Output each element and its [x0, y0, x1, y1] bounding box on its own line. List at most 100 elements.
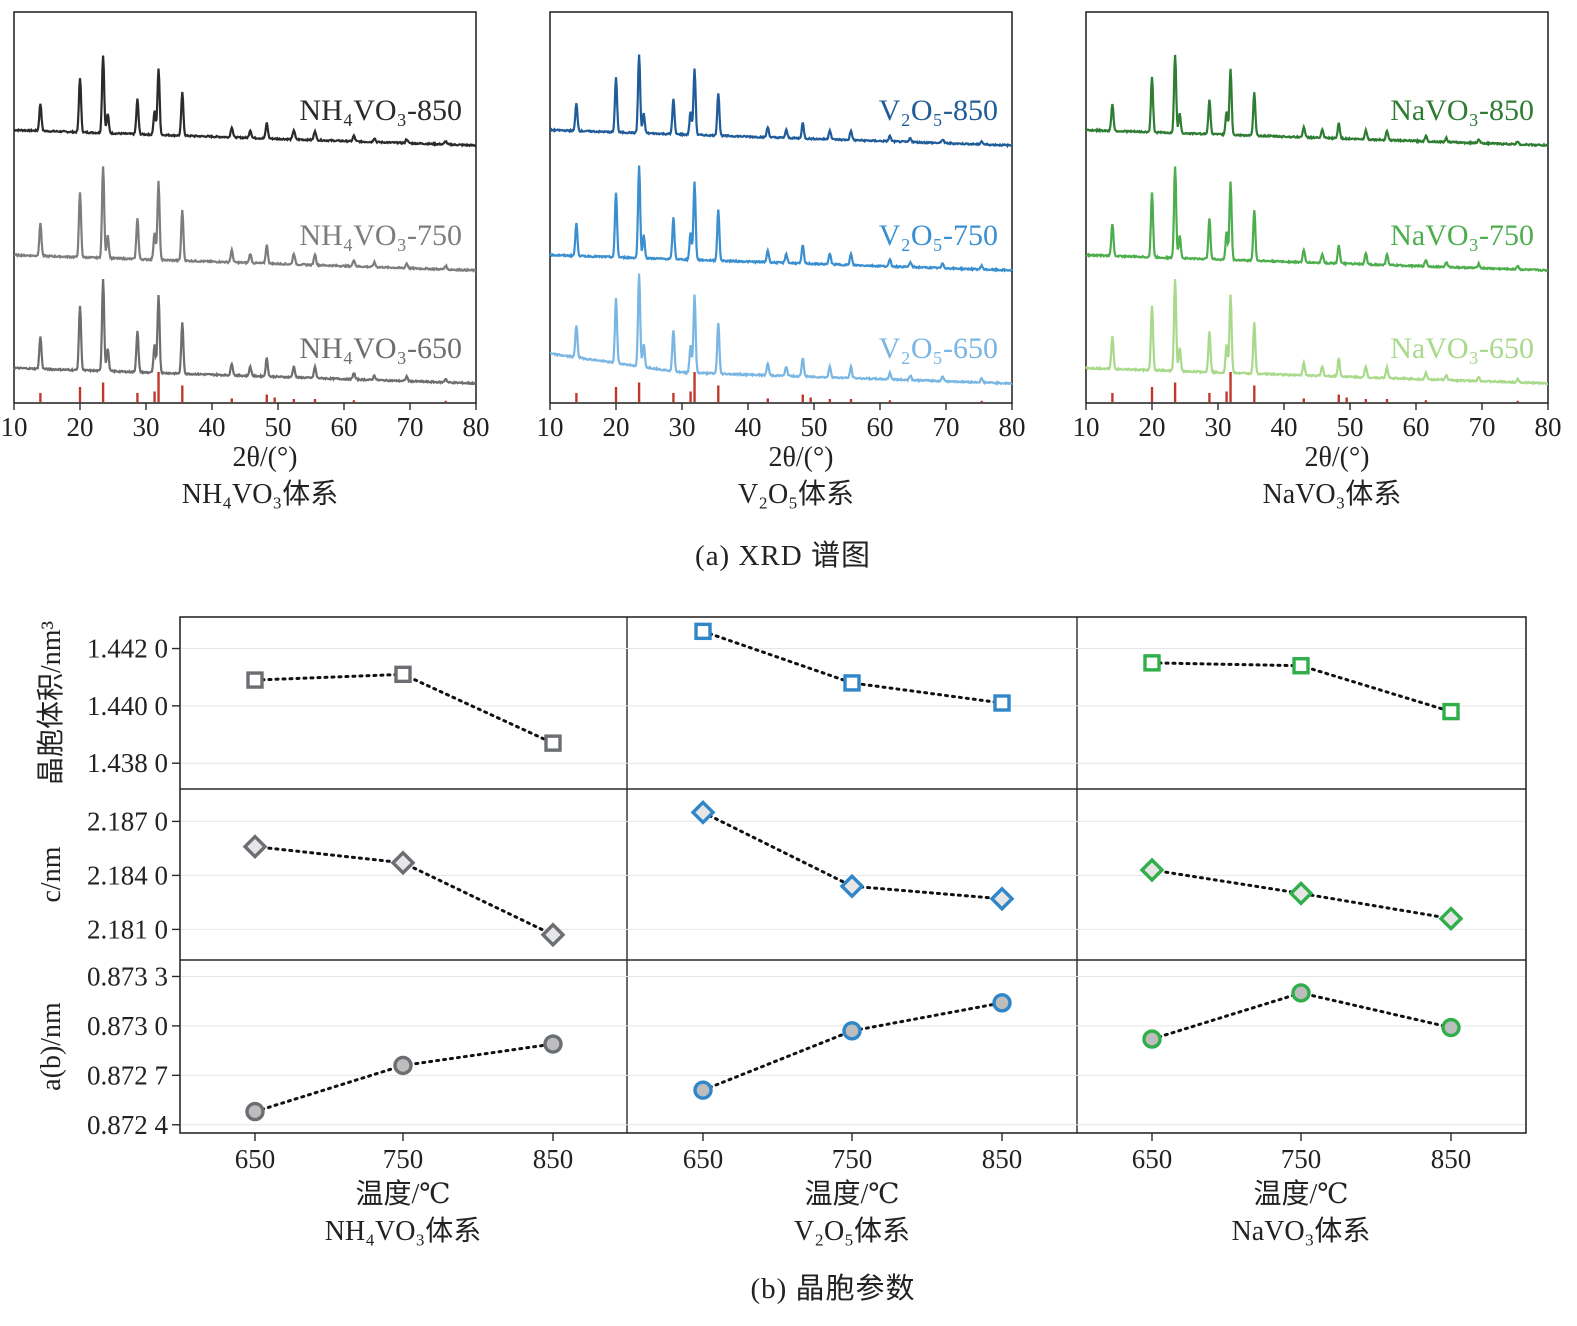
cell-trend-line: [701, 1001, 1004, 1092]
xrd-spectrum-line: [13, 55, 477, 148]
xrd-spectrum-line: [13, 279, 477, 386]
xrd-system-label: NaVO₃体系: [1263, 478, 1402, 510]
cell-marker-square: [394, 665, 412, 684]
xrd-x-tick-label: 50: [265, 412, 292, 442]
cell-x-axis-label: 温度/℃: [804, 1178, 899, 1210]
cell-marker-circle: [1441, 1017, 1461, 1038]
xrd-x-axis-label: 2θ/(°): [768, 442, 833, 473]
cell-x-tick-label: 850: [1431, 1144, 1472, 1174]
xrd-x-tick-label: 60: [867, 412, 894, 442]
cell-marker-diamond: [242, 834, 268, 860]
xrd-x-tick-label: 40: [1271, 412, 1298, 442]
cell-y-tick-label: 1.442 0: [87, 634, 168, 664]
cell-x-tick-label: 850: [533, 1144, 574, 1174]
cell-marker-circle: [1142, 1029, 1162, 1049]
cell-marker-square: [1442, 702, 1460, 721]
cell-marker-diamond: [690, 799, 716, 825]
xrd-x-tick-label: 50: [801, 412, 828, 442]
cell-y-tick-label: 1.438 0: [87, 748, 168, 778]
xrd-spectrum-line: [1085, 279, 1549, 386]
cell-y-axis-label: 晶胞体积/nm³: [35, 621, 67, 785]
cell-marker-circle: [393, 1055, 413, 1076]
caption-b: (b) 晶胞参数: [750, 1272, 915, 1305]
xrd-spectrum-line: [1085, 166, 1549, 273]
xrd-x-tick-label: 80: [463, 412, 490, 442]
cell-marker-diamond: [839, 873, 865, 899]
cell-marker-diamond: [1438, 906, 1464, 932]
xrd-series-label: NaVO₃-650: [1390, 332, 1534, 365]
cell-system-label: V₂O₅体系: [794, 1215, 910, 1247]
cell-marker-square: [843, 674, 861, 692]
cell-system-label: NaVO₃体系: [1232, 1215, 1371, 1247]
cell-marker-square: [694, 622, 712, 641]
xrd-x-tick-label: 80: [999, 412, 1026, 442]
cell-x-tick-label: 650: [235, 1144, 276, 1174]
xrd-x-tick-label: 70: [397, 412, 424, 442]
cell-x-tick-label: 750: [1281, 1144, 1322, 1174]
cell-y-tick-label: 2.181 0: [87, 914, 168, 944]
xrd-series-label: V₂O₅-650: [879, 332, 998, 365]
cell-y-axis-label: a(b)/nm: [36, 1002, 67, 1091]
cell-marker-square: [1292, 657, 1310, 675]
cell-marker-square: [1143, 654, 1161, 672]
cell-trend-line: [1150, 868, 1453, 921]
cell-x-axis-label: 温度/℃: [1253, 1178, 1348, 1210]
xrd-x-tick-label: 60: [1403, 412, 1430, 442]
cell-system-label: NH₄VO₃体系: [325, 1215, 481, 1247]
cell-marker-circle: [693, 1080, 713, 1100]
xrd-panels: NH₄VO₃-850 NH₄VO₃-750 NH₄VO₃-650 10 20 30 40 50…: [1, 11, 1562, 510]
xrd-x-tick-label: 10: [537, 412, 564, 442]
xrd-spectrum-line: [1085, 54, 1549, 148]
cell-trend-line: [701, 629, 1004, 705]
xrd-x-tick-label: 20: [603, 412, 630, 442]
xrd-x-tick-label: 50: [1337, 412, 1364, 442]
cell-y-tick-label: 2.187 0: [87, 806, 168, 836]
cell-y-tick-label: 0.873 0: [87, 1011, 168, 1041]
cell-marker-square: [544, 734, 562, 752]
xrd-panel-2: NaVO₃-850 NaVO₃-750 NaVO₃-650 10 20 30 40 50 60 7…: [1073, 11, 1562, 510]
cell-marker-circle: [245, 1101, 265, 1122]
cell-y-tick-label: 0.872 4: [87, 1110, 169, 1140]
cell-marker-circle: [543, 1034, 563, 1054]
cell-x-tick-label: 650: [683, 1144, 724, 1174]
xrd-series-label: NaVO₃-750: [1390, 219, 1534, 252]
xrd-spectrum-line: [549, 165, 1013, 273]
cell-x-tick-label: 650: [1132, 1144, 1173, 1174]
cell-marker-diamond: [390, 850, 416, 876]
cell-parameter-panels: 1.442 0 1.440 0 1.438 0 晶胞体积/nm³ 2.187 0 2.18…: [35, 616, 1527, 1247]
xrd-spectrum-line: [549, 54, 1013, 149]
cell-trend-line: [253, 1042, 555, 1114]
xrd-x-tick-label: 60: [331, 412, 358, 442]
xrd-x-tick-label: 30: [133, 412, 160, 442]
xrd-series-label: NH₄VO₃-650: [299, 332, 462, 365]
xrd-system-label: V₂O₅体系: [738, 478, 854, 510]
cell-x-tick-label: 750: [832, 1144, 873, 1174]
cell-marker-diamond: [1288, 880, 1314, 906]
cell-x-tick-label: 850: [982, 1144, 1023, 1174]
xrd-series-label: NaVO₃-850: [1390, 94, 1534, 127]
cell-x-tick-label: 750: [383, 1144, 424, 1174]
xrd-plot-frame: [13, 11, 477, 404]
xrd-series-label: NH₄VO₃-750: [299, 219, 462, 252]
cell-y-tick-label: 0.872 7: [87, 1060, 168, 1090]
xrd-x-tick-label: 30: [669, 412, 696, 442]
xrd-series-label: V₂O₅-750: [879, 219, 998, 252]
cell-marker-diamond: [989, 886, 1015, 912]
xrd-x-tick-label: 10: [1073, 412, 1100, 442]
cell-marker-diamond: [1139, 857, 1165, 883]
cell-marker-diamond: [540, 922, 566, 948]
xrd-x-tick-label: 80: [1535, 412, 1562, 442]
xrd-x-axis-label: 2θ/(°): [232, 442, 297, 473]
cell-trend-line: [253, 672, 555, 745]
cell-marker-circle: [992, 993, 1012, 1013]
xrd-x-tick-label: 70: [933, 412, 960, 442]
xrd-spectrum-line: [13, 166, 477, 273]
xrd-panel-0: NH₄VO₃-850 NH₄VO₃-750 NH₄VO₃-650 10 20 30 40 50…: [1, 11, 490, 510]
cell-marker-square: [993, 694, 1011, 712]
xrd-x-tick-label: 40: [199, 412, 226, 442]
xrd-system-label: NH₄VO₃体系: [182, 478, 338, 510]
cell-trend-line: [701, 810, 1004, 901]
xrd-x-tick-label: 30: [1205, 412, 1232, 442]
xrd-x-tick-label: 10: [1, 412, 28, 442]
